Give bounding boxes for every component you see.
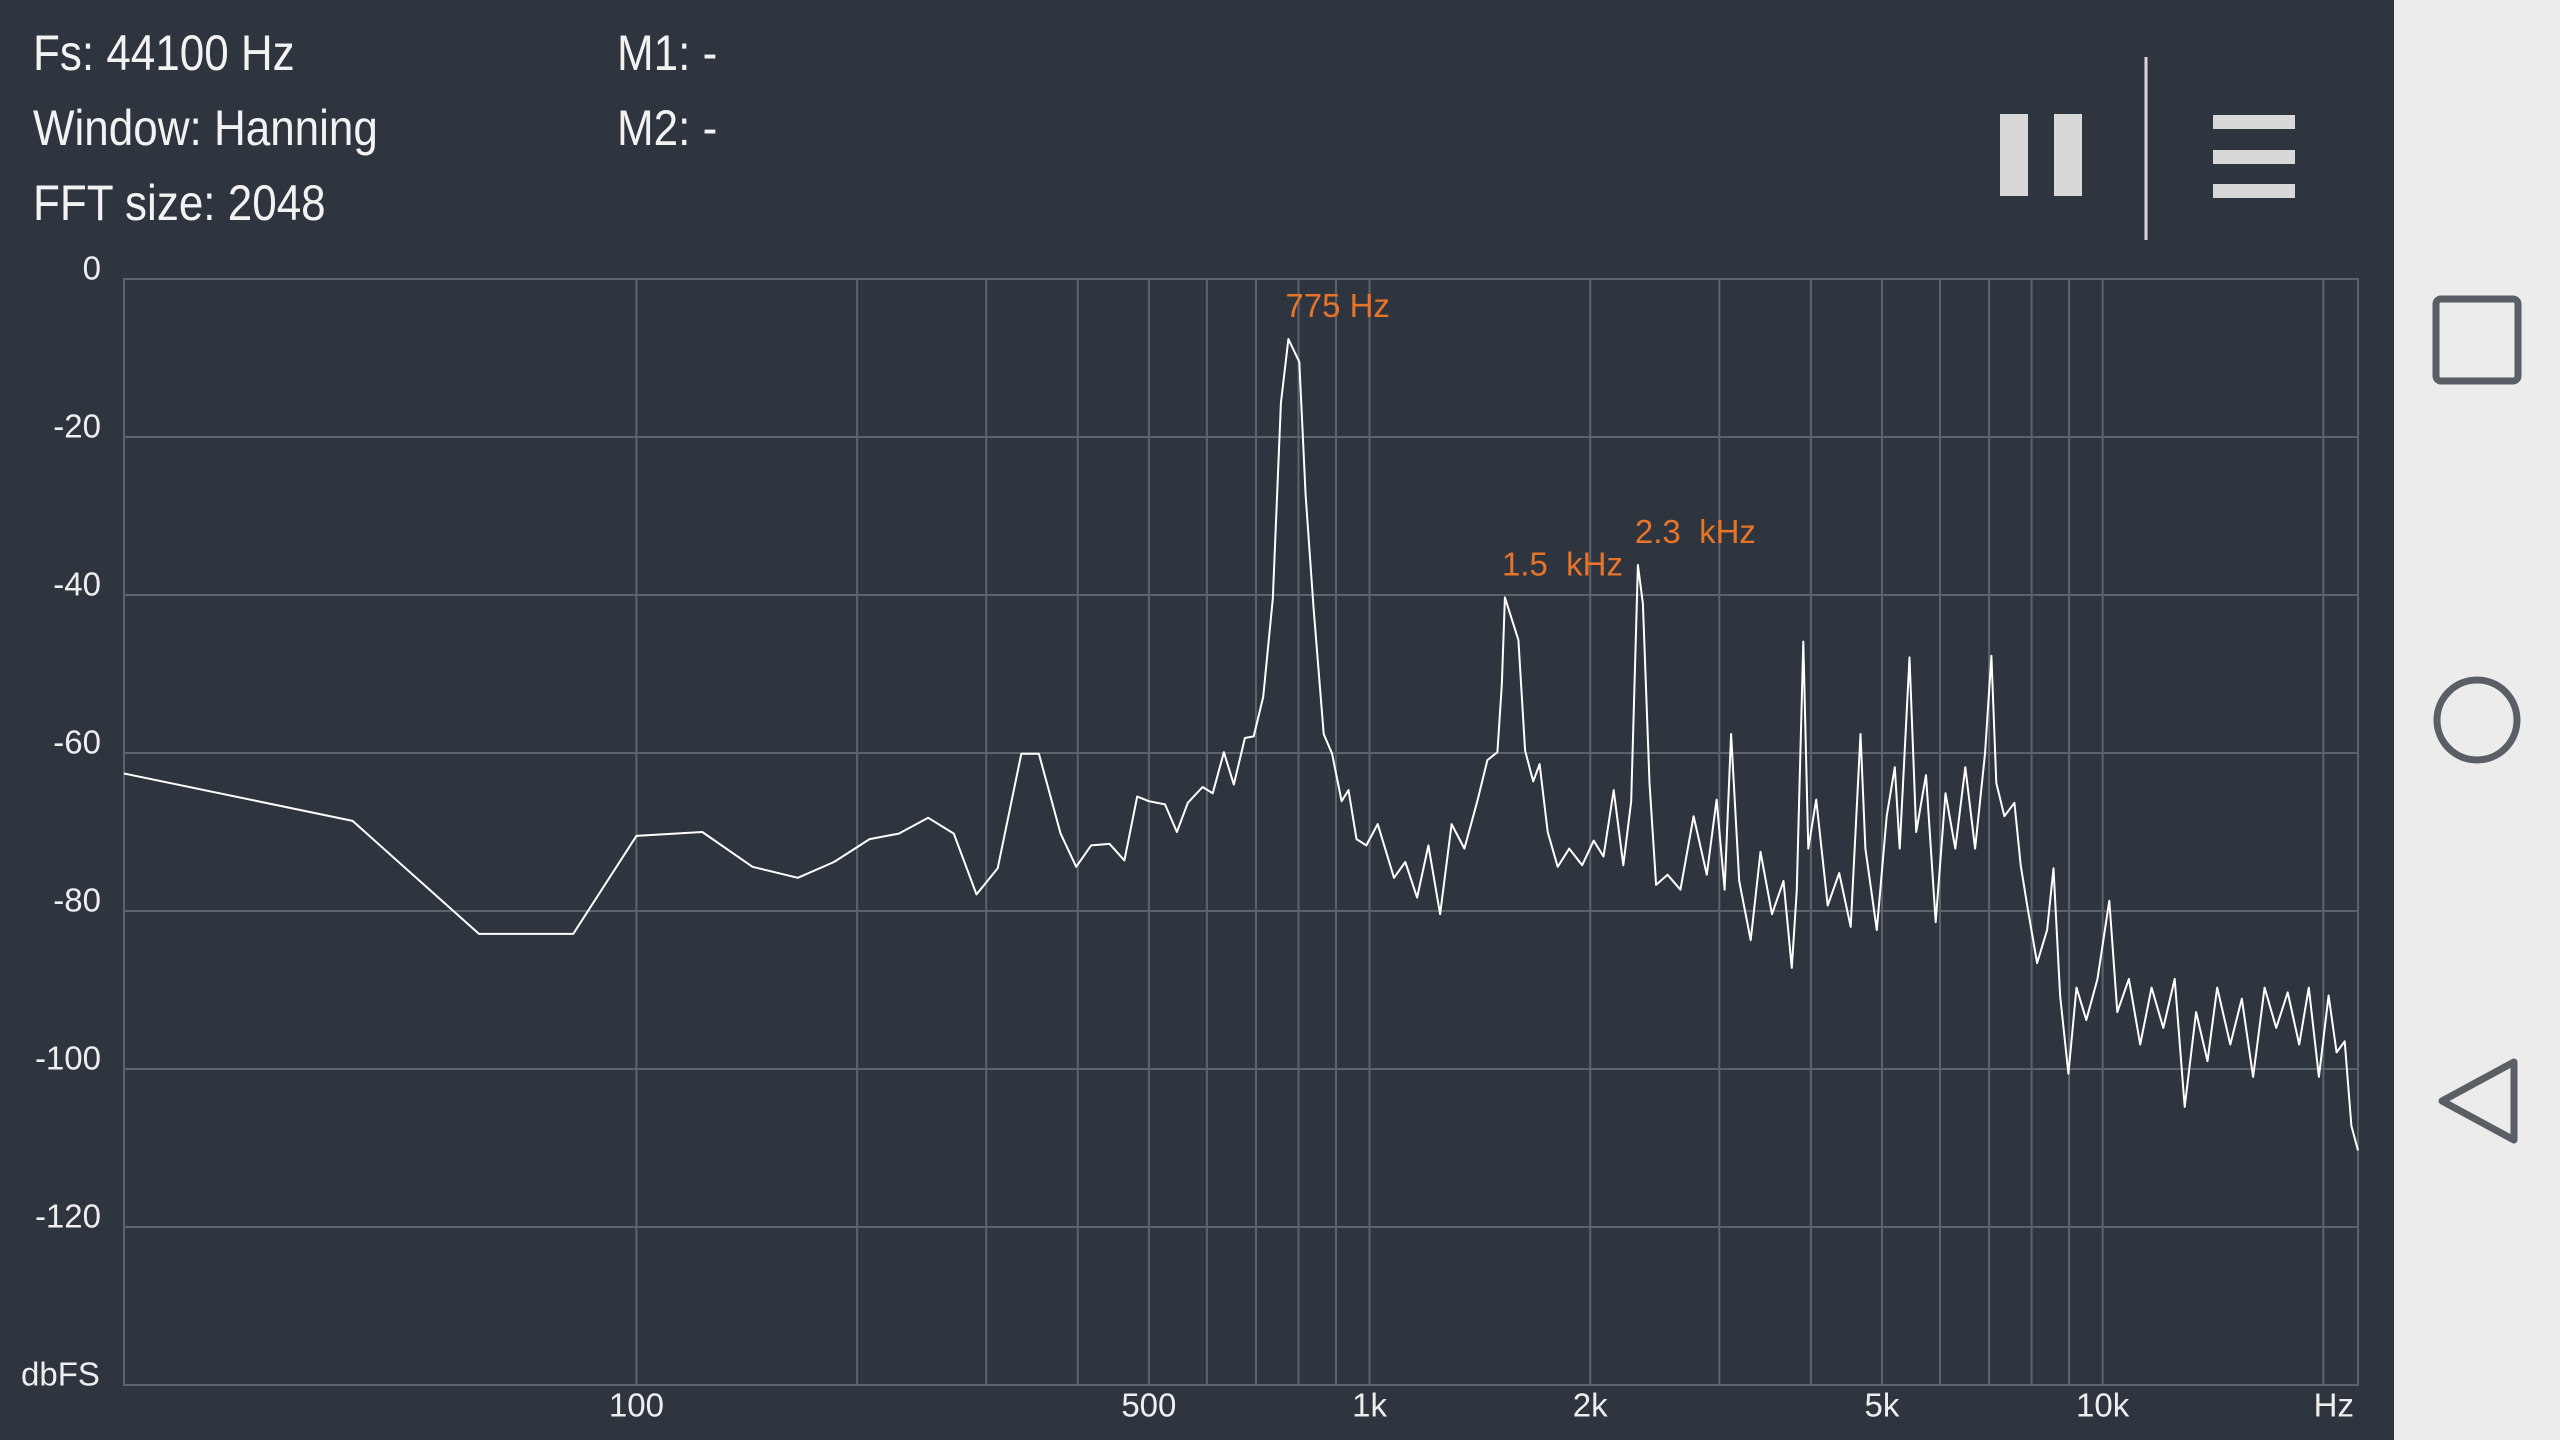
y-tick-label: -60 — [53, 724, 101, 761]
x-tick-label: 10k — [2076, 1387, 2130, 1424]
toolbar — [2000, 57, 2295, 240]
pause-bar — [2054, 114, 2082, 196]
spectrum-chart: 0 -20 -40 -60 -80 -100 -120 100 500 1k 2k 5k 10k 775 … — [21, 250, 2359, 1424]
menu-button[interactable] — [2213, 115, 2295, 198]
fft-size: FFT size: 2048 — [33, 175, 326, 231]
y-axis-label: dbFS — [21, 1356, 100, 1393]
plot-frame — [123, 278, 2359, 1386]
home-button[interactable] — [2433, 676, 2521, 764]
spectrum-line — [123, 338, 2359, 1151]
x-tick-label: 100 — [609, 1387, 664, 1424]
y-tick-label: 0 — [83, 250, 101, 287]
menu-bar — [2213, 115, 2295, 129]
pause-bar — [2000, 114, 2028, 196]
navigation-bar — [2394, 0, 2560, 1440]
x-tick-label: 1k — [1352, 1387, 1387, 1424]
x-tick-label: 5k — [1865, 1387, 1900, 1424]
menu-bar — [2213, 184, 2295, 198]
y-tick-label: -80 — [53, 882, 101, 919]
x-tick-label: 2k — [1573, 1387, 1608, 1424]
y-tick-label: -100 — [35, 1040, 101, 1077]
y-tick-label: -40 — [53, 566, 101, 603]
marker-2: M2: - — [617, 100, 718, 156]
x-axis-label: Hz — [2314, 1387, 2354, 1424]
peak-label: 775 Hz — [1285, 287, 1390, 324]
peak-label: 1.5 kHz — [1502, 545, 1623, 582]
marker-1: M1: - — [617, 25, 718, 81]
y-tick-label: -120 — [35, 1198, 101, 1235]
sample-rate: Fs: 44100 Hz — [33, 25, 295, 81]
recents-button[interactable] — [2432, 295, 2522, 385]
x-tick-label: 500 — [1121, 1387, 1176, 1424]
menu-bar — [2213, 150, 2295, 164]
window-type: Window: Hanning — [33, 100, 378, 156]
back-button[interactable] — [2438, 1058, 2518, 1144]
y-tick-label: -20 — [53, 408, 101, 445]
nav-icons — [2432, 295, 2522, 1144]
peak-label: 2.3 kHz — [1635, 513, 1756, 550]
pause-button[interactable] — [2000, 114, 2082, 196]
